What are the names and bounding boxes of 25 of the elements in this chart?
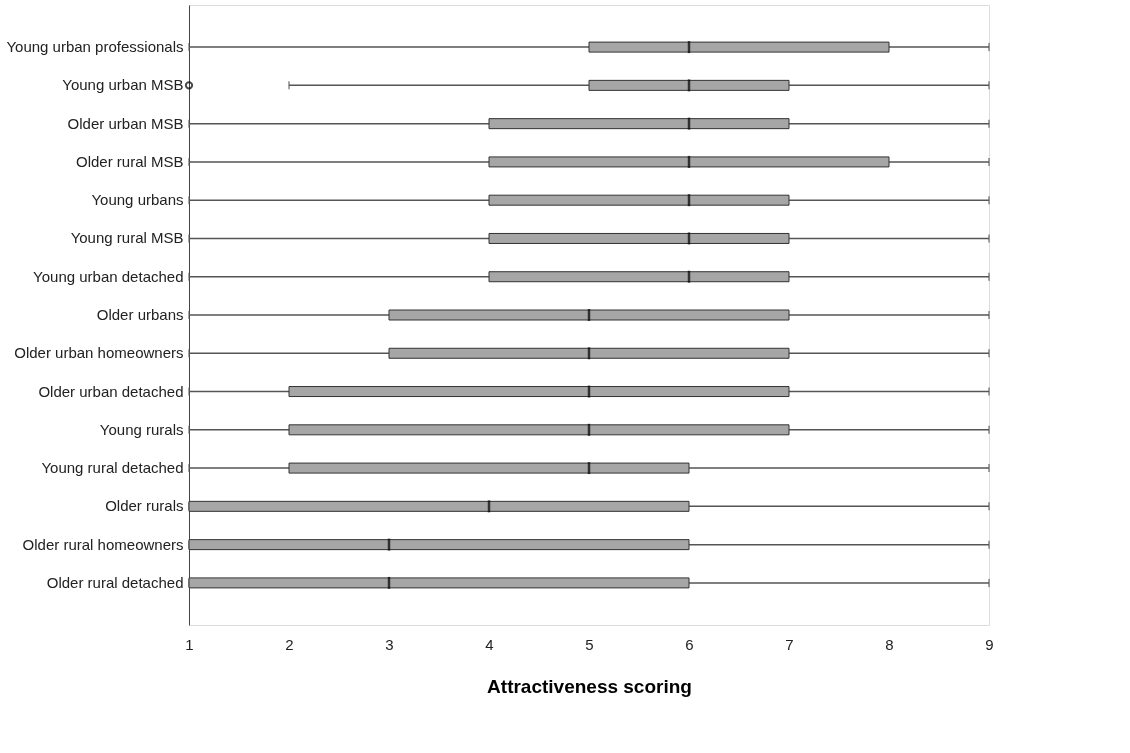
y-tick-label: Older urban MSB	[67, 114, 184, 132]
x-tick-label: 5	[585, 635, 594, 653]
y-tick-label: Young rurals	[99, 420, 184, 438]
x-tick-label: 7	[785, 635, 794, 653]
y-tick-label: Young rural MSB	[70, 229, 184, 247]
x-tick-label: 6	[685, 635, 694, 653]
x-tick-label: 1	[185, 635, 194, 653]
y-tick-label: Young urban MSB	[62, 76, 184, 94]
y-tick-label: Young urbans	[91, 191, 184, 209]
y-tick-label: Older urban homeowners	[14, 344, 184, 362]
y-tick-label: Older urban detached	[38, 382, 184, 400]
y-tick-label: Young urban professionals	[6, 38, 184, 56]
y-tick-label: Older rural detached	[46, 573, 184, 591]
y-tick-label: Young rural detached	[41, 459, 184, 477]
x-tick-label: 2	[285, 635, 294, 653]
y-tick-label: Older rural homeowners	[22, 535, 184, 553]
y-tick-label: Older rurals	[105, 497, 184, 515]
x-tick-label: 9	[985, 635, 994, 653]
y-tick-label: Older rural MSB	[75, 152, 184, 170]
x-tick-label: 3	[385, 635, 394, 653]
x-axis-title: Attractiveness scoring	[487, 675, 692, 697]
y-tick-label: Young urban detached	[33, 267, 184, 285]
x-tick-label: 4	[485, 635, 494, 653]
y-tick-label: Older urbans	[96, 306, 184, 323]
x-tick-label: 8	[885, 635, 894, 653]
